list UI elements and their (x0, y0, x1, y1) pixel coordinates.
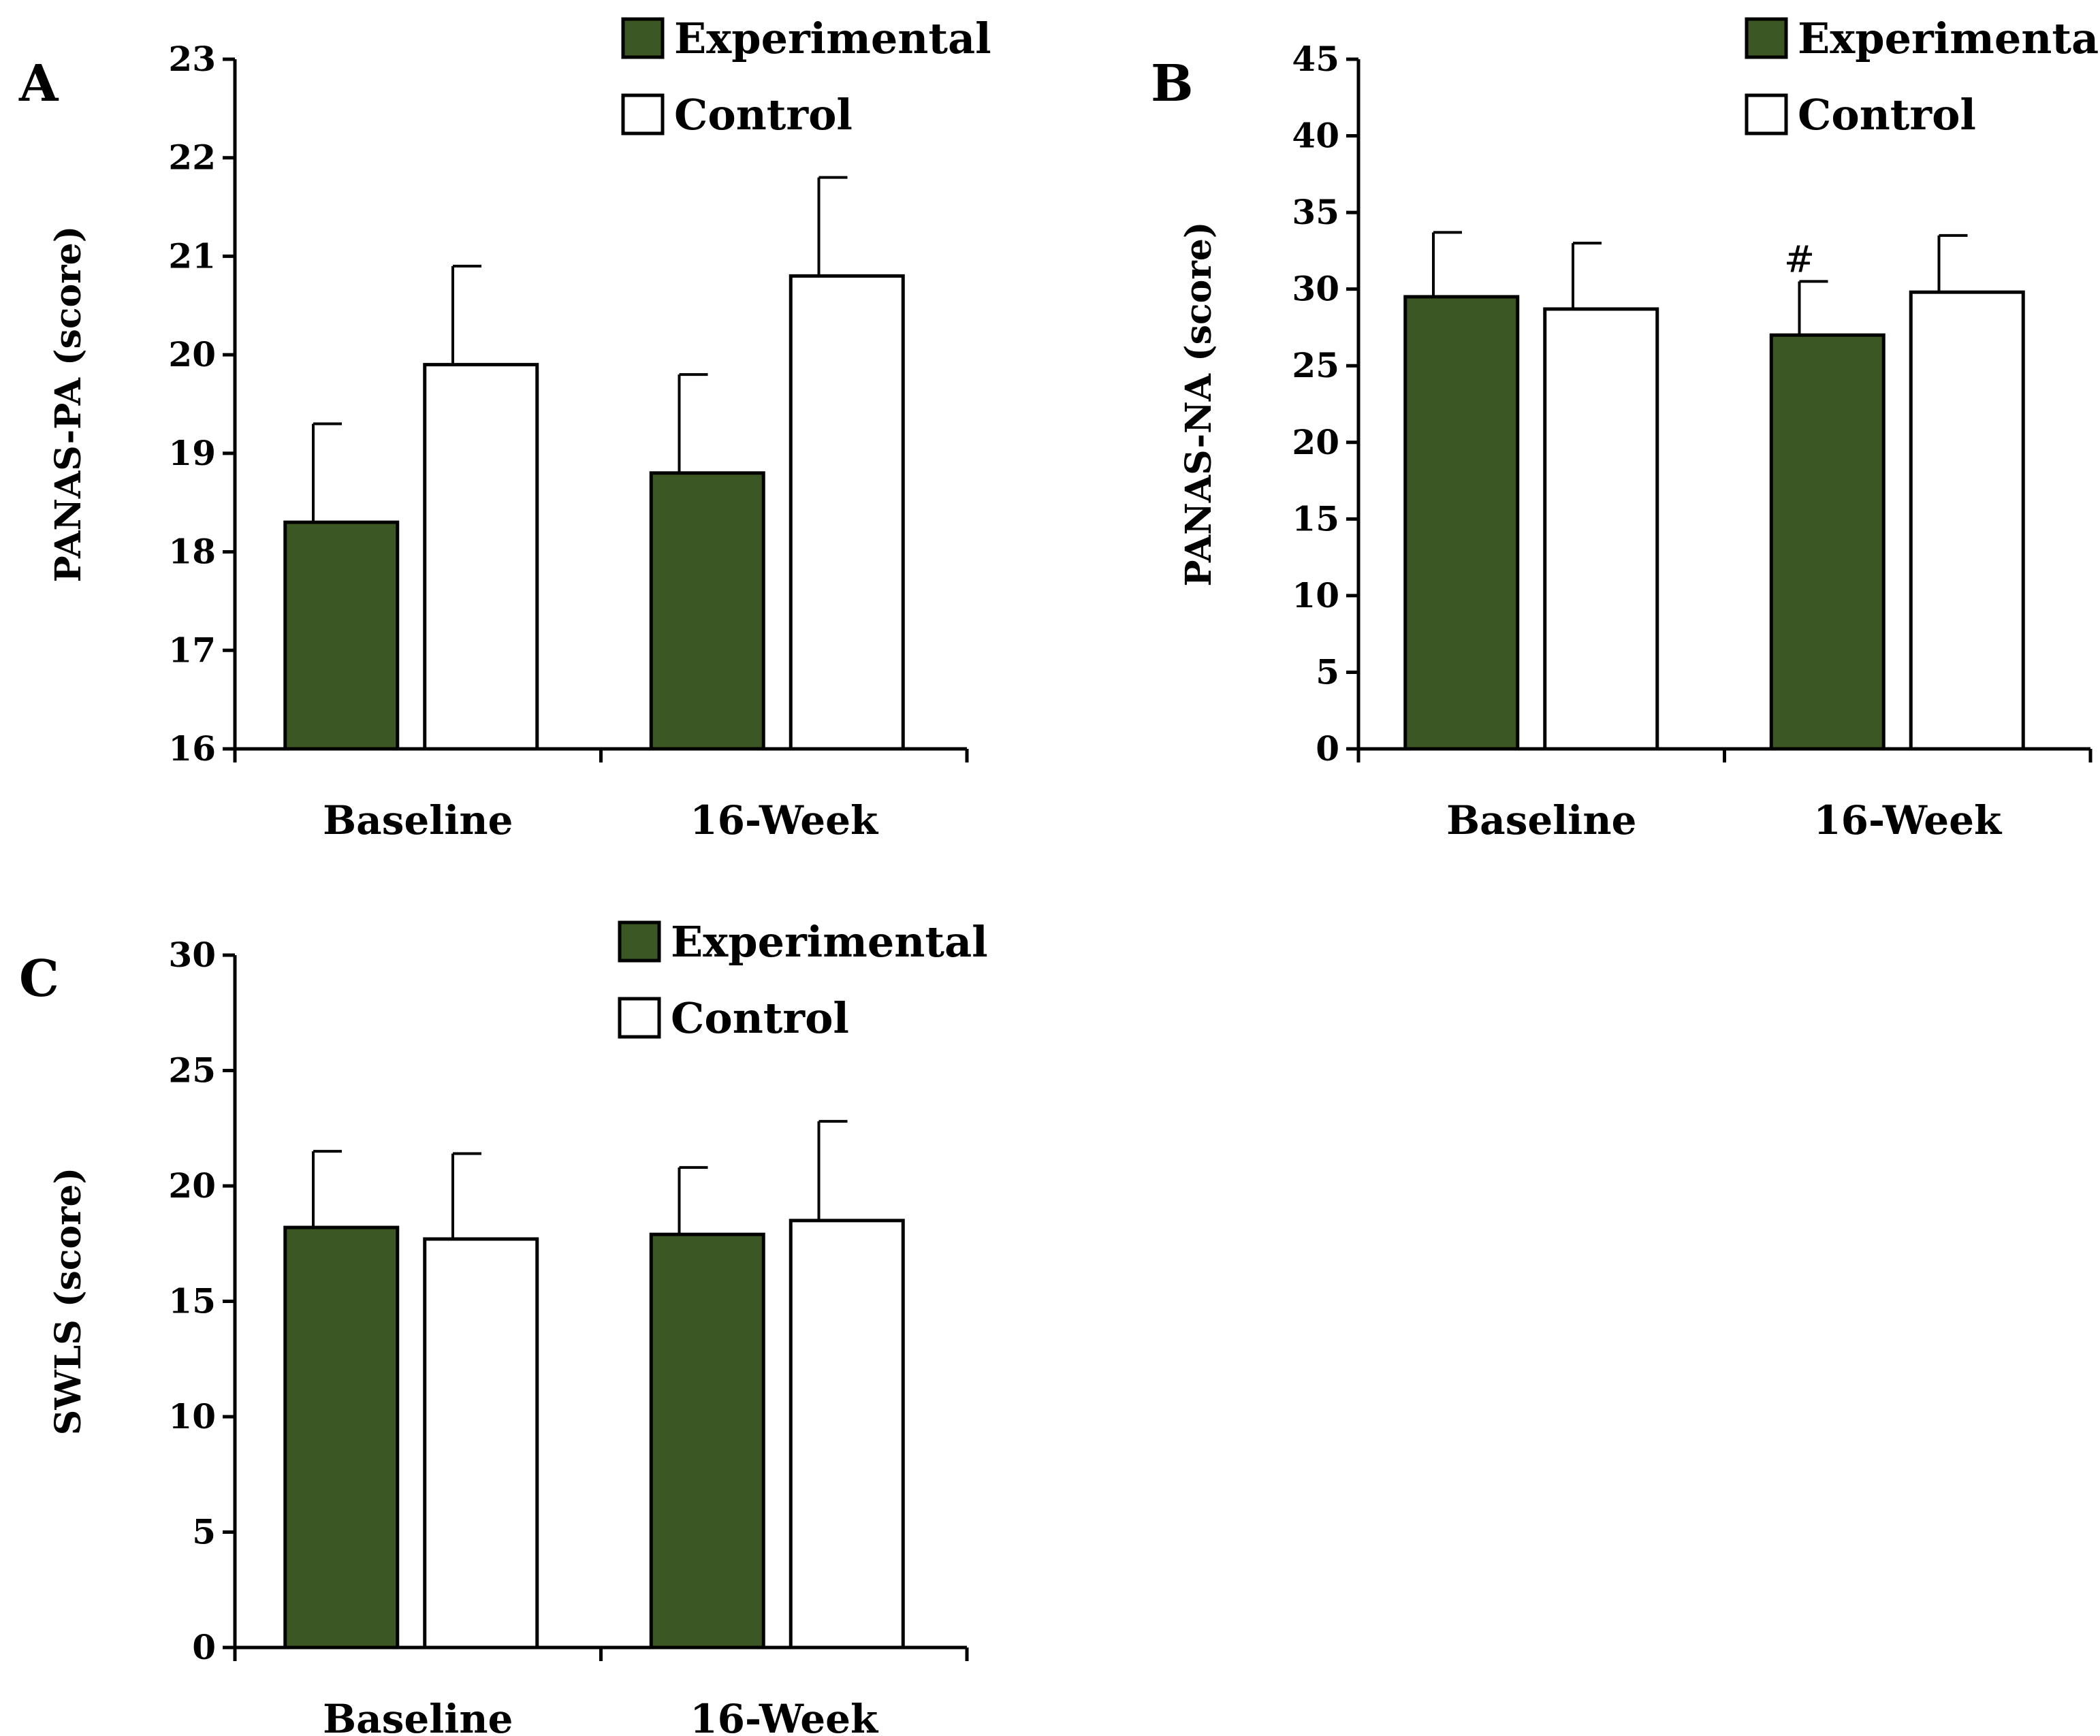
legend-label-control: Control (1798, 90, 1976, 140)
y-tick-label: 22 (168, 138, 216, 178)
bar-experimental-baseline (1403, 295, 1520, 751)
legend: Experimental Control (1745, 14, 2100, 140)
bar-experimental-16-week (649, 1232, 765, 1650)
chart-panel-c: C 0 5 10 15 20 25 30 SWLS (score) Baseline 16-Week… (19, 917, 988, 1736)
x-category-label: Baseline (323, 1696, 513, 1736)
y-tick-label: 0 (192, 1627, 216, 1667)
bar-control-baseline (423, 1237, 539, 1650)
x-category-label: Baseline (323, 797, 513, 843)
legend-label-control: Control (674, 90, 853, 140)
legend-swatch-control (1745, 93, 1788, 135)
y-tick-label: 45 (1292, 39, 1339, 79)
y-tick-label: 5 (1316, 652, 1339, 692)
y-axis-title: PANAS-NA (score) (1178, 222, 1220, 587)
x-category-label: 16-Week (690, 1696, 879, 1736)
chart-panel-b: B 0 5 10 15 20 25 30 35 40 45 PANAS-NA (score) Basel… (1151, 14, 2100, 843)
y-tick-label: 40 (1292, 116, 1339, 156)
panel-letter: B (1151, 54, 1194, 113)
legend-label-control: Control (671, 993, 849, 1043)
legend-swatch-experimental (621, 17, 665, 59)
chart-panel-a: A 16 17 18 19 20 21 22 23 PANAS-PA (score) Baselin… (18, 14, 991, 843)
y-tick-label: 5 (192, 1512, 216, 1552)
y-tick-label: 25 (168, 1050, 216, 1091)
y-tick-label: 0 (1316, 728, 1339, 769)
y-axis-title: PANAS-PA (score) (48, 226, 89, 583)
y-tick-label: 10 (1292, 575, 1339, 615)
panel-letter: A (18, 54, 59, 113)
y-tick-label: 15 (1292, 498, 1339, 539)
legend: Experimental Control (618, 917, 988, 1043)
x-category-label: 16-Week (690, 797, 879, 843)
y-tick-label: 18 (168, 532, 216, 572)
legend-label-experimental: Experimental (671, 917, 988, 967)
legend-swatch-control (621, 93, 665, 135)
y-tick-label: 21 (168, 236, 216, 276)
legend: Experimental Control (621, 14, 991, 140)
bar-control-baseline (1543, 307, 1659, 751)
bar-control-baseline (423, 363, 539, 751)
y-tick-label: 23 (168, 39, 216, 79)
bar-experimental-16-week (1769, 333, 1886, 751)
y-axis-title: SWLS (score) (48, 1168, 89, 1435)
y-tick-label: 20 (168, 1166, 216, 1206)
bar-control-16-week (789, 274, 905, 751)
panel-letter: C (19, 950, 59, 1008)
significance-marker: # (1784, 238, 1815, 280)
legend-swatch-experimental (618, 920, 661, 963)
x-category-label: Baseline (1446, 797, 1636, 843)
legend-label-experimental: Experimental (1798, 14, 2100, 63)
y-tick-label: 19 (168, 433, 216, 473)
y-tick-label: 30 (1292, 269, 1339, 309)
bar-control-16-week (1909, 290, 2025, 751)
y-tick-label: 16 (168, 728, 216, 769)
bar-experimental-baseline (283, 1225, 400, 1650)
x-category-label: 16-Week (1813, 797, 2003, 843)
y-tick-label: 17 (168, 630, 216, 670)
bar-control-16-week (789, 1219, 905, 1650)
legend-label-experimental: Experimental (674, 14, 991, 63)
y-tick-label: 15 (168, 1281, 216, 1321)
legend-swatch-experimental (1745, 17, 1788, 59)
y-tick-label: 25 (1292, 345, 1339, 385)
y-tick-label: 35 (1292, 192, 1339, 232)
y-tick-label: 20 (168, 334, 216, 374)
legend-swatch-control (618, 997, 661, 1039)
bar-experimental-16-week (649, 471, 765, 751)
bar-experimental-baseline (283, 520, 400, 751)
y-tick-label: 30 (168, 935, 216, 975)
y-tick-label: 20 (1292, 422, 1339, 462)
y-tick-label: 10 (168, 1396, 216, 1436)
